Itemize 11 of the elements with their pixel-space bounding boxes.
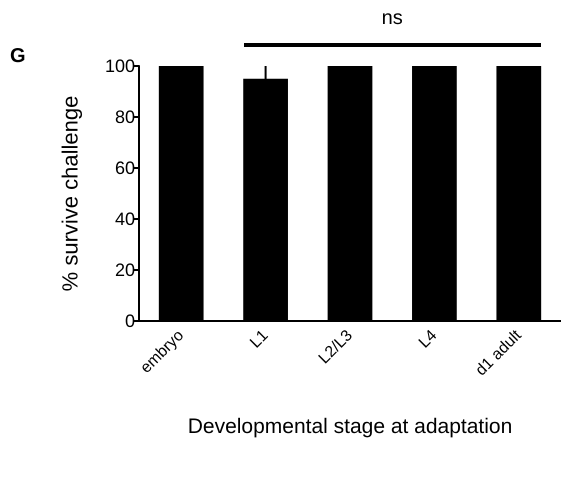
x-axis-title: Developmental stage at adaptation	[188, 415, 512, 438]
y-tick-label: 40	[114, 209, 135, 229]
y-tick-label: 80	[114, 107, 135, 127]
y-tick-label: 100	[104, 56, 135, 76]
y-tick-label: 60	[114, 158, 135, 178]
y-tick-label: 20	[114, 260, 135, 280]
y-axis-title: % survive challenge	[58, 96, 82, 292]
text: ns	[382, 7, 403, 29]
text: G	[10, 45, 26, 67]
x-tick-label: L1	[247, 326, 272, 352]
x-tick-label: L4	[416, 326, 440, 352]
